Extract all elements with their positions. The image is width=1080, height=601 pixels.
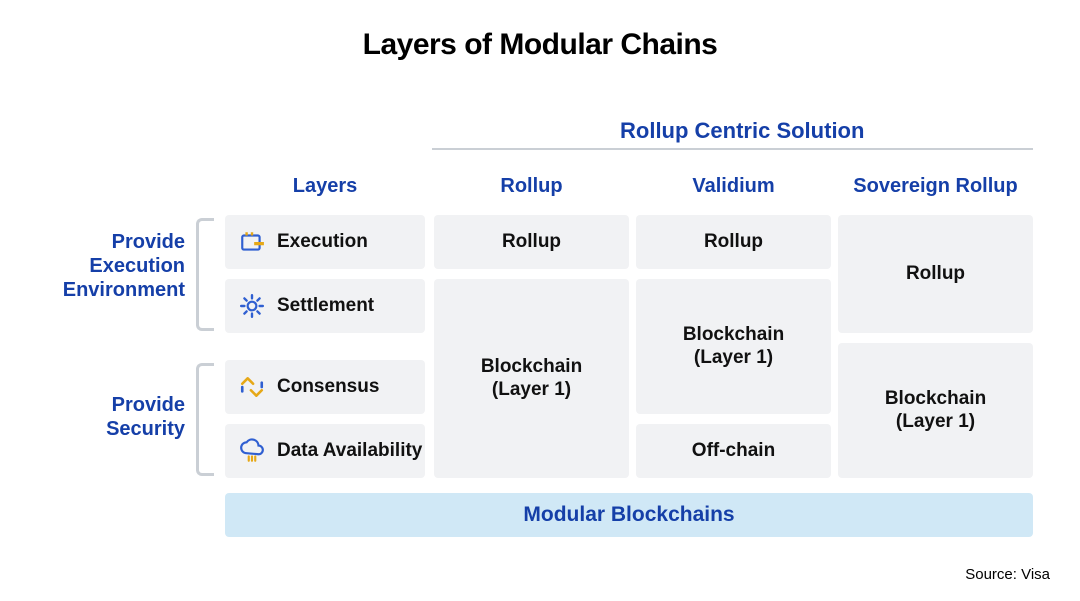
layer-settlement: Settlement <box>225 279 425 333</box>
side-label-execution-env: ProvideExecutionEnvironment <box>55 230 185 302</box>
bracket-bottom <box>196 363 214 476</box>
layer-execution: Execution <box>225 215 425 269</box>
execution-icon <box>239 229 265 255</box>
col-header-rollup: Rollup <box>434 175 629 198</box>
layer-label: Settlement <box>277 295 374 318</box>
cell-rollup-col-rollup: Rollup <box>434 215 629 269</box>
col-header-validium: Validium <box>636 175 831 198</box>
layer-label: Data Availability <box>277 440 422 463</box>
cell-validium-col-offchain: Off-chain <box>636 424 831 478</box>
data-availability-icon <box>239 438 265 464</box>
cell-validium-col-rollup: Rollup <box>636 215 831 269</box>
divider-line <box>432 148 1033 150</box>
bracket-top <box>196 218 214 331</box>
source-credit: Source: Visa <box>965 566 1050 583</box>
super-header-rollup-centric: Rollup Centric Solution <box>620 118 864 144</box>
side-label-security: ProvideSecurity <box>55 393 185 441</box>
footer-modular-blockchains: Modular Blockchains <box>225 493 1033 537</box>
cell-rollup-col-blockchain: Blockchain (Layer 1) <box>434 279 629 478</box>
layer-label: Consensus <box>277 376 379 399</box>
col-header-layers: Layers <box>225 175 425 198</box>
layer-data-availability: Data Availability <box>225 424 425 478</box>
layer-consensus: Consensus <box>225 360 425 414</box>
page-title: Layers of Modular Chains <box>0 0 1080 62</box>
cell-sovereign-col-blockchain: Blockchain (Layer 1) <box>838 343 1033 478</box>
layer-label: Execution <box>277 231 368 254</box>
consensus-icon <box>239 374 265 400</box>
col-header-sovereign: Sovereign Rollup <box>838 175 1033 198</box>
cell-sovereign-col-rollup: Rollup <box>838 215 1033 333</box>
settlement-icon <box>239 293 265 319</box>
cell-validium-col-blockchain: Blockchain (Layer 1) <box>636 279 831 414</box>
